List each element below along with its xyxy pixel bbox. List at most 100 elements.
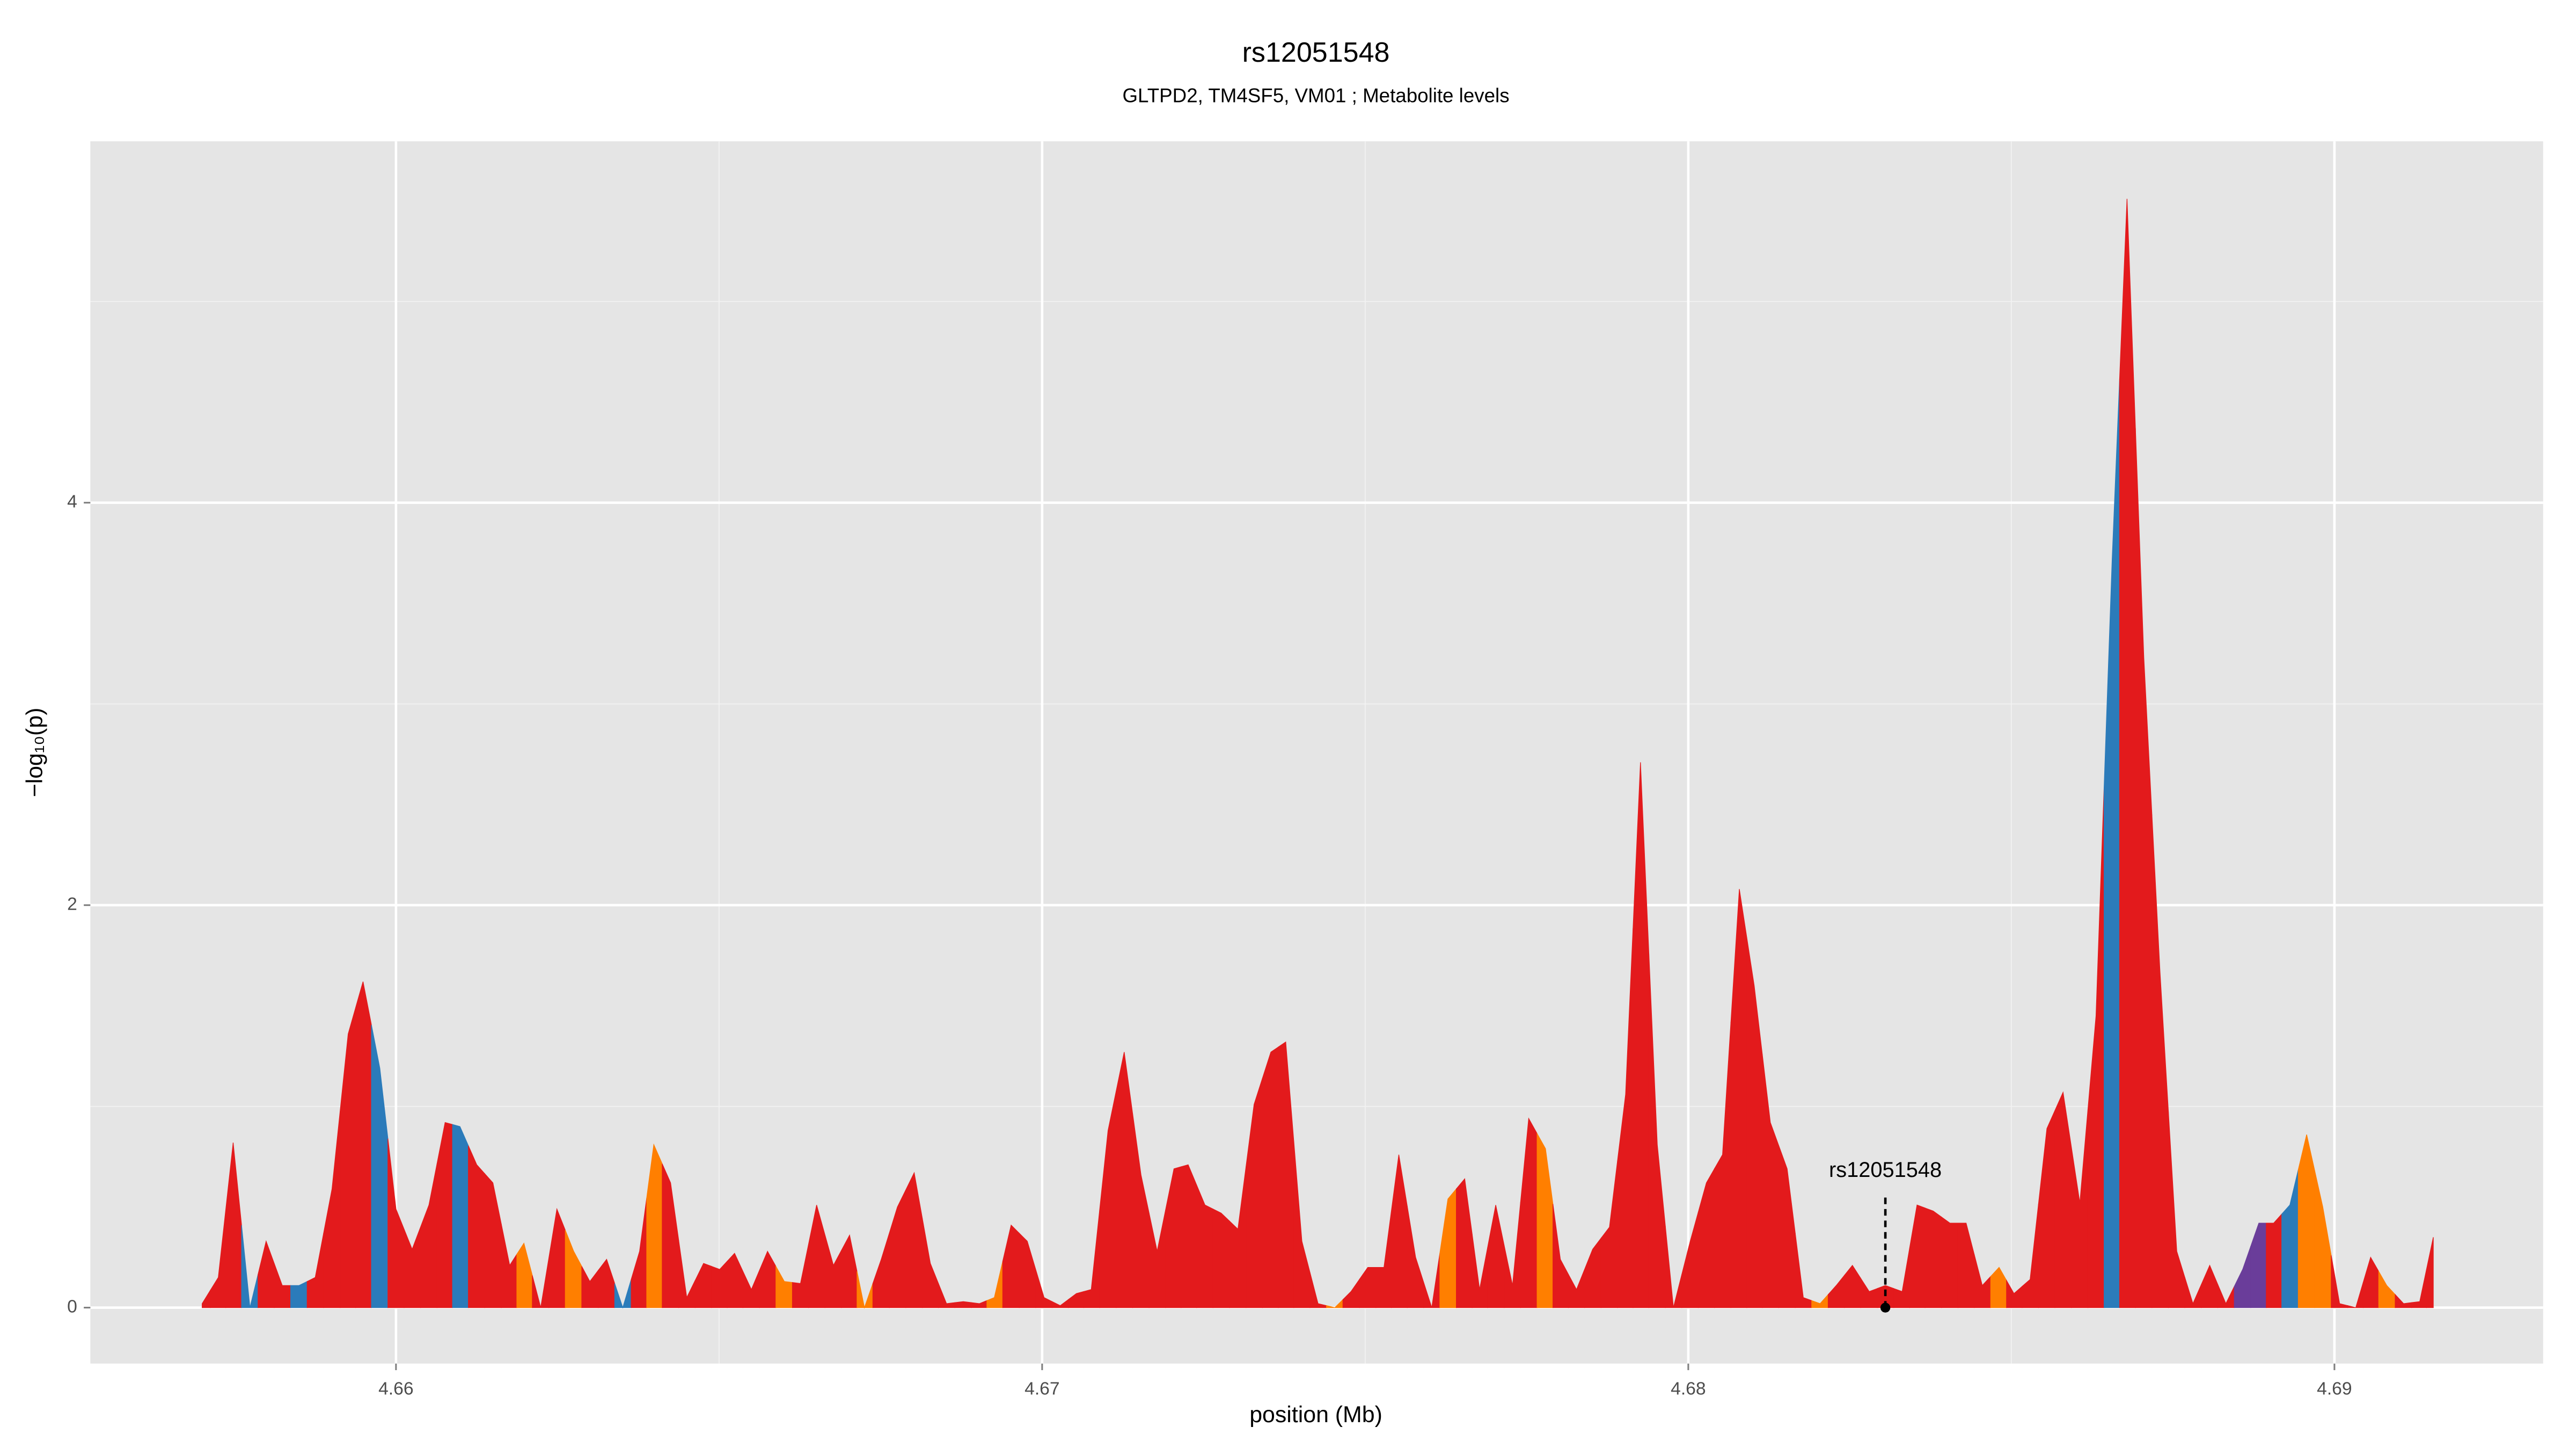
x-tick-label: 4.68 xyxy=(1671,1379,1706,1399)
area-segment xyxy=(323,1111,341,1308)
area-segment xyxy=(1165,1166,1182,1308)
area-segment xyxy=(1778,1145,1796,1308)
area-segment xyxy=(1520,1117,1538,1308)
x-tick-label: 4.66 xyxy=(378,1379,414,1399)
area-segment xyxy=(824,1235,842,1308)
area-segment xyxy=(1584,1237,1601,1308)
area-segment xyxy=(532,1258,550,1308)
area-segment xyxy=(2314,1170,2332,1308)
area-segment xyxy=(2234,1246,2251,1308)
area-segment xyxy=(340,1007,356,1308)
area-segment xyxy=(1229,1167,1247,1308)
area-segment xyxy=(1212,1208,1230,1308)
annotation-point xyxy=(1880,1302,1891,1313)
area-segment xyxy=(1035,1269,1053,1308)
area-segment xyxy=(484,1173,502,1308)
area-segment xyxy=(1132,1113,1150,1308)
area-segment xyxy=(516,1242,533,1308)
area-segment xyxy=(1714,1022,1731,1308)
area-segment xyxy=(2119,199,2136,1308)
area-segment xyxy=(759,1250,777,1308)
area-segment xyxy=(1877,1285,1894,1308)
axes: 4.66 4.67 4.68 4.69 0 2 4 xyxy=(67,492,2352,1399)
annotation-label: rs12051548 xyxy=(1829,1158,1942,1182)
area-segment xyxy=(1246,1078,1263,1308)
area-segment xyxy=(1148,1210,1166,1308)
area-segment xyxy=(306,1233,324,1308)
area-segment xyxy=(1633,762,1650,1308)
area-segment xyxy=(1472,1234,1488,1308)
x-axis-title: position (Mb) xyxy=(1249,1402,1382,1428)
area-segment xyxy=(387,1138,405,1308)
area-segment xyxy=(2006,1279,2023,1308)
area-segment xyxy=(2297,1134,2315,1308)
area-segment xyxy=(2347,1282,2364,1308)
area-segment xyxy=(971,1300,987,1308)
area-segment xyxy=(468,1145,486,1308)
area-segment xyxy=(727,1253,744,1308)
area-segment xyxy=(1019,1232,1036,1308)
area-segment xyxy=(694,1263,712,1308)
area-segment xyxy=(371,1024,389,1308)
area-segment xyxy=(565,1230,582,1308)
area-segment xyxy=(1617,928,1634,1308)
area-segment xyxy=(2426,1237,2434,1308)
area-segment xyxy=(775,1265,793,1308)
area-segment xyxy=(1181,1164,1197,1308)
area-segment xyxy=(2201,1264,2219,1308)
area-segment xyxy=(2184,1277,2202,1308)
area-segment xyxy=(1697,1167,1715,1308)
area-segment xyxy=(889,1189,906,1308)
area-segment xyxy=(2022,1204,2039,1308)
area-segment xyxy=(1665,1226,1682,1308)
area-segment xyxy=(2281,1169,2299,1308)
area-segment xyxy=(1196,1184,1213,1308)
area-segment xyxy=(1278,1041,1294,1308)
area-segment xyxy=(1439,1188,1457,1308)
area-segment xyxy=(1730,889,1747,1308)
area-segment xyxy=(1827,1274,1845,1308)
area: rs12051548 xyxy=(202,199,2434,1313)
area-segment xyxy=(2054,1091,2072,1308)
area-segment xyxy=(1941,1216,1959,1308)
area-segment xyxy=(742,1270,760,1308)
area-segment xyxy=(614,1279,632,1309)
area-segment xyxy=(872,1233,890,1308)
area-segment xyxy=(1375,1211,1392,1308)
area-segment xyxy=(1553,1204,1569,1308)
area-segment xyxy=(2331,1255,2348,1308)
area-segment xyxy=(1568,1269,1585,1308)
area-segment xyxy=(2378,1270,2396,1308)
area-segment xyxy=(792,1244,809,1308)
area-segment xyxy=(1391,1154,1408,1308)
area-segment xyxy=(210,1210,226,1308)
area-segment xyxy=(841,1234,858,1308)
area-segment xyxy=(1600,1160,1618,1308)
area-segment xyxy=(1423,1253,1440,1308)
area-segment xyxy=(1083,1210,1100,1308)
area-segment xyxy=(2266,1213,2282,1308)
area-segment xyxy=(2151,814,2169,1308)
area-segment xyxy=(452,1124,469,1308)
x-tick-label: 4.69 xyxy=(2317,1379,2352,1399)
area-segment xyxy=(258,1240,275,1308)
area-segment xyxy=(436,1122,453,1308)
area-segment xyxy=(420,1163,437,1308)
area-segment xyxy=(1051,1299,1069,1308)
area-segment xyxy=(808,1205,825,1308)
area-segment xyxy=(225,1143,242,1308)
area-segment xyxy=(1504,1202,1521,1308)
area-segment xyxy=(938,1283,955,1308)
area-segment xyxy=(1893,1248,1910,1308)
area-segment xyxy=(1536,1132,1554,1308)
area-segment xyxy=(1262,1046,1279,1308)
area-segment xyxy=(678,1240,696,1308)
chart-subtitle: GLTPD2, TM4SF5, VM01 ; Metabolite levels xyxy=(1123,84,1510,106)
area-segment xyxy=(1407,1206,1424,1308)
area-segment xyxy=(1116,1052,1133,1308)
y-tick-label: 4 xyxy=(67,492,77,512)
area-segment xyxy=(2135,428,2153,1308)
area-segment xyxy=(290,1280,308,1308)
